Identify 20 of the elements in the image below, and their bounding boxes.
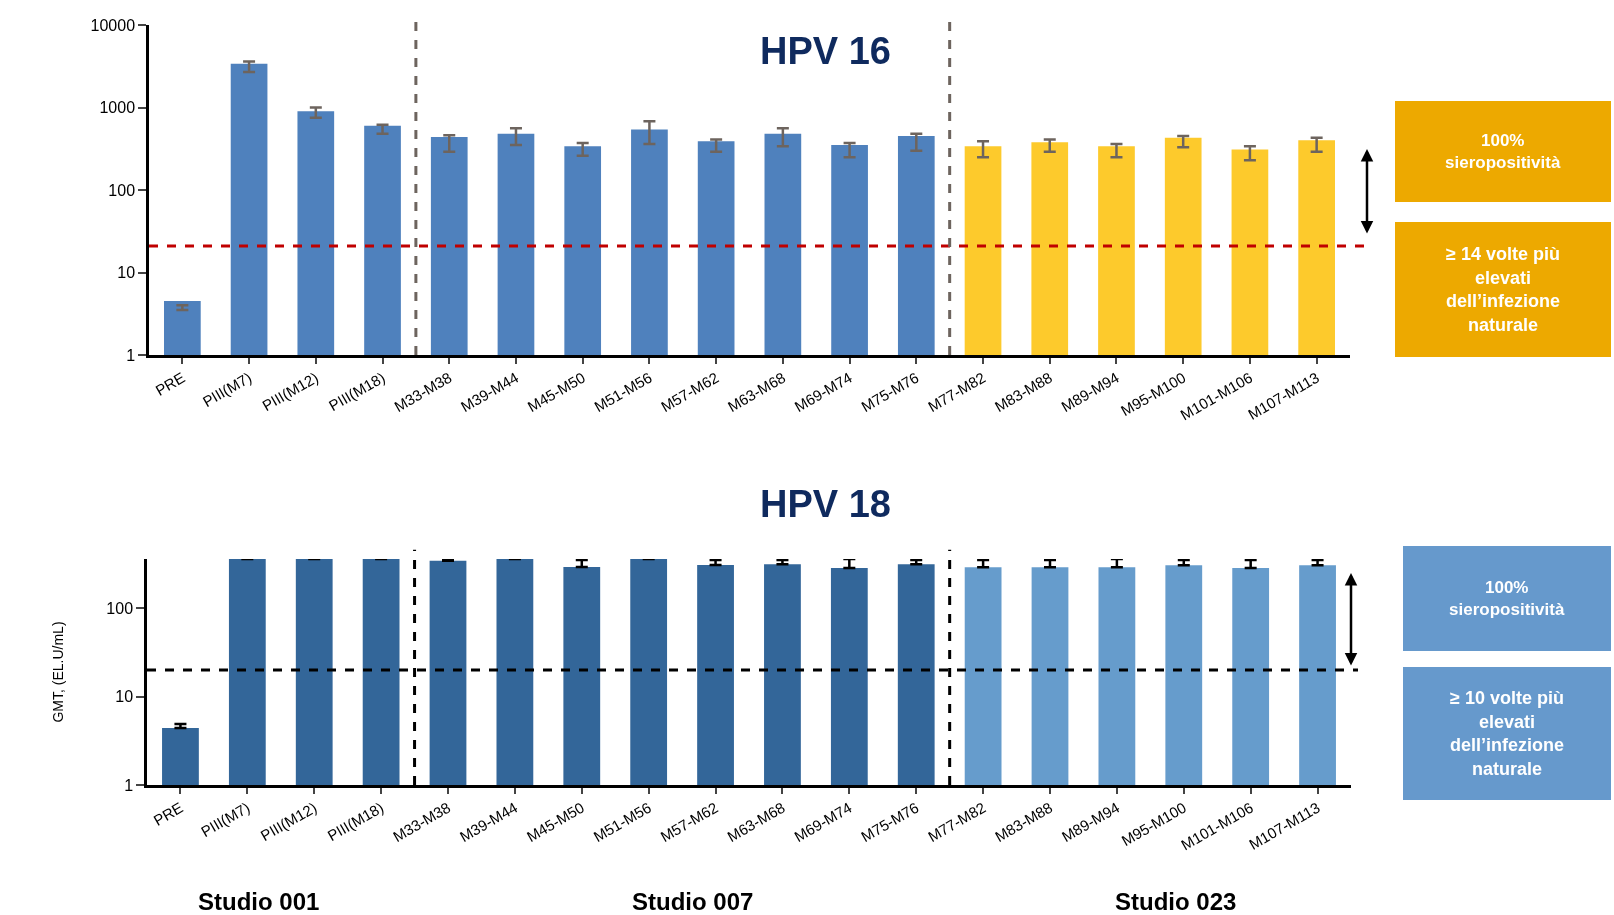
y-tick-label: 10000 [90,16,136,34]
text: Studio 007 [632,888,754,915]
text: ≥ 14 volte più elevati dell’infezione naturale [1445,244,1561,335]
y-tick-label: 1000 [99,99,136,117]
y-axis-title: GMT, (EL.U/mL) [49,621,66,723]
text: ≥ 10 volte più elevati dell’infezione naturale [1449,688,1565,779]
y-tick-label: 100 [108,181,136,199]
x-tick-label: PRE [150,798,186,829]
y-tick-label: 1 [126,346,136,364]
text: 100% sieropositività [1445,130,1561,173]
y-tick-label: 1 [124,776,134,794]
text: Studio 001 [198,888,320,915]
y-tick-label: 10 [115,688,134,706]
chart-title: HPV 16 [760,30,891,72]
text: Studio 023 [1115,888,1237,915]
chart-title: HPV 18 [760,483,891,525]
x-tick-label: PRE [152,368,188,399]
y-tick-label: 10 [117,264,136,282]
y-tick-label: 100 [106,599,134,617]
text: 100% sieropositività [1449,577,1565,620]
